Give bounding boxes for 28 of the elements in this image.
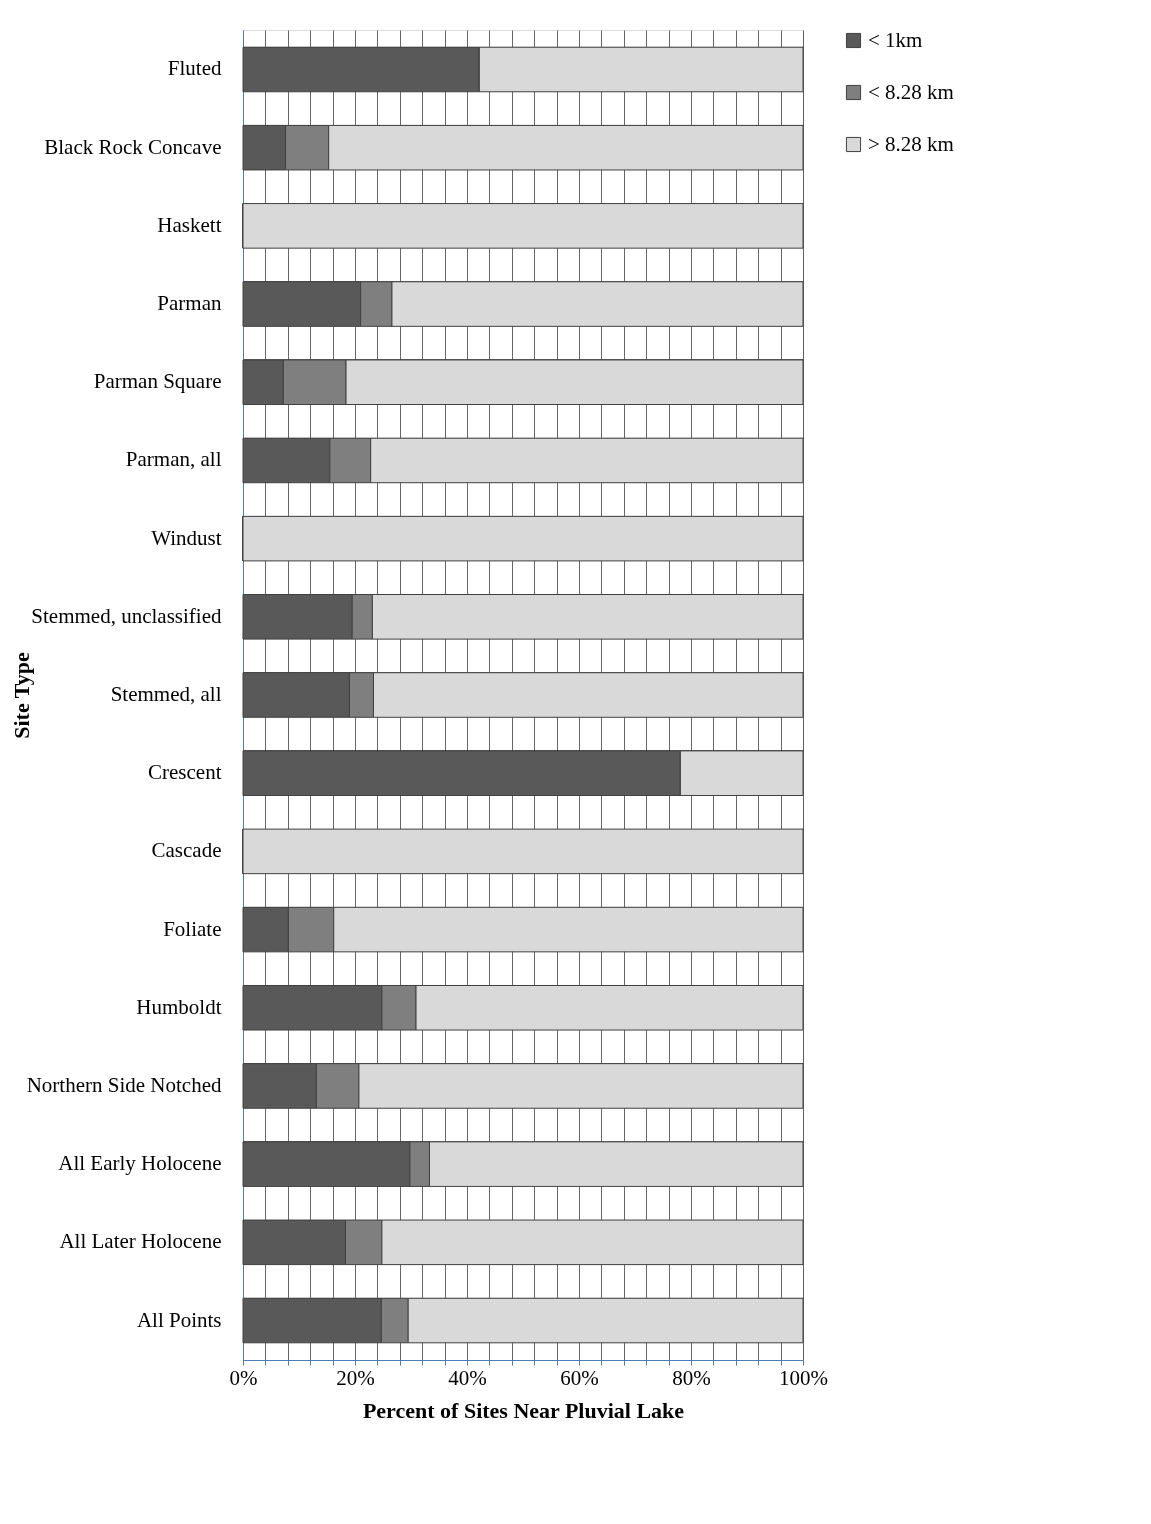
x-tick-label: 80% [672,1365,711,1390]
y-tick-label: Parman [157,291,222,316]
y-tick-label: Haskett [157,212,222,237]
x-axis-title: Percent of Sites Near Pluvial Lake [362,1397,685,1423]
y-tick-label: Fluted [167,56,222,81]
x-tick-label: 20% [336,1365,375,1390]
y-tick-label: Stemmed, unclassified [31,603,222,628]
y-tick-label: Northern Side Notched [26,1072,222,1097]
legend-label: < 1km [868,27,923,52]
y-tick-label: Parman, all [125,447,222,472]
y-tick-label: Stemmed, all [110,682,222,706]
x-tick-label: 0% [229,1365,258,1390]
y-tick-label: Foliate [163,916,222,941]
y-tick-label: All Points [136,1307,222,1332]
y-tick-label: Crescent [148,760,222,785]
y-tick-label: Parman Square [93,369,222,394]
y-tick-label: Cascade [151,838,222,863]
legend-label: < 8.28 km [868,79,954,104]
y-tick-label: Windust [151,525,222,550]
legend-label: > 8.28 km [868,131,954,156]
y-axis-title: Site Type [8,651,34,739]
x-tick-label: 100% [779,1365,828,1390]
x-tick-label: 40% [448,1365,487,1390]
y-tick-label: All Later Holocene [59,1229,222,1254]
y-tick-label: Humboldt [136,994,222,1019]
y-tick-label: Black Rock Concave [44,134,222,159]
y-tick-label: All Early Holocene [58,1151,222,1176]
x-tick-label: 60% [560,1365,599,1390]
